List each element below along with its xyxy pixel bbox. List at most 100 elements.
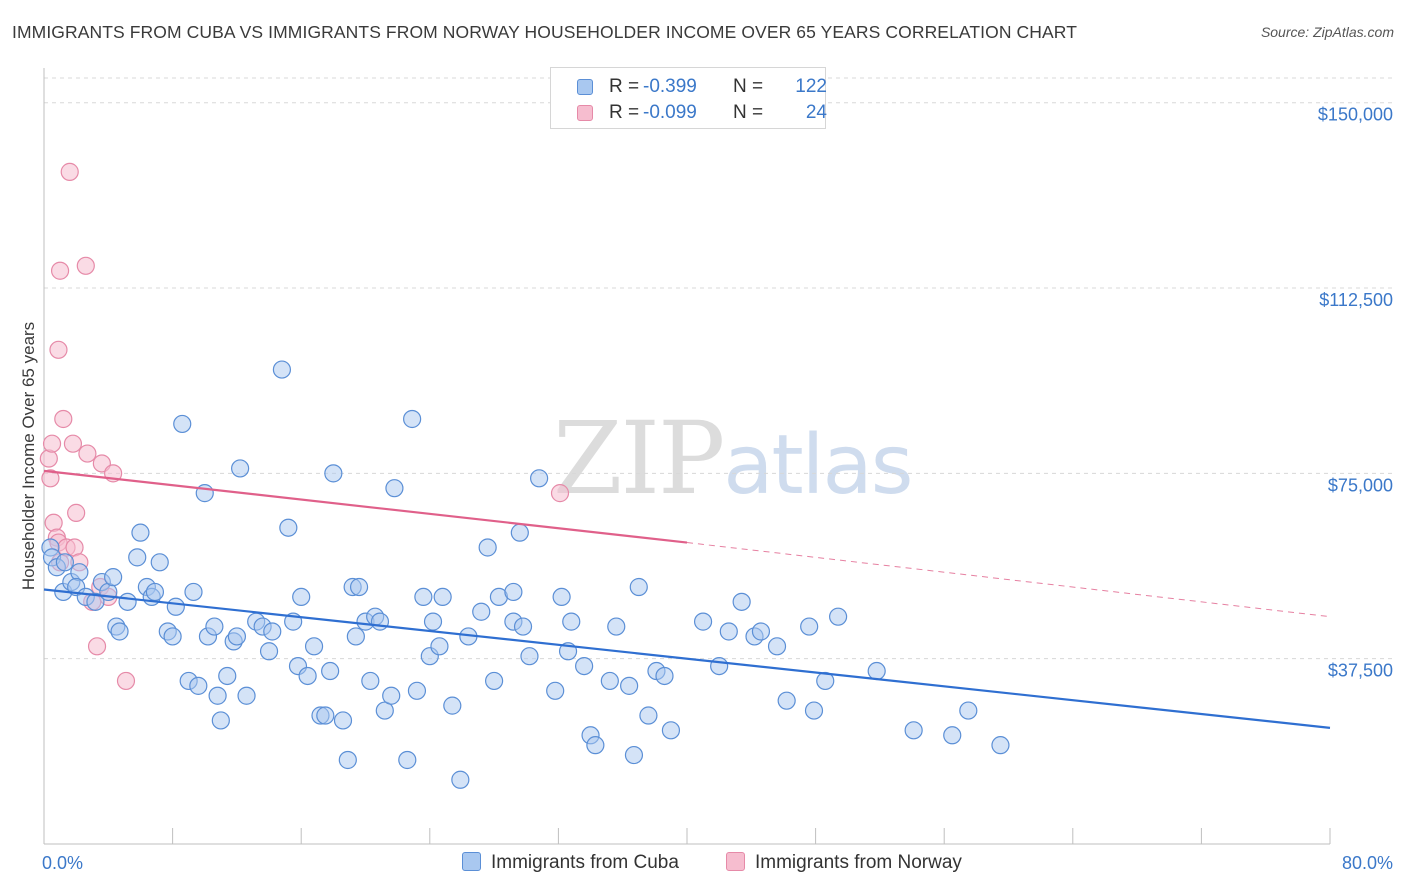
cuba-point — [804, 701, 824, 720]
source-credit: Source: ZipAtlas.com — [1260, 24, 1394, 40]
norway-point — [44, 513, 63, 532]
cuba-point — [485, 671, 504, 691]
trend-lines — [43, 469, 1331, 729]
cuba-point — [211, 711, 230, 730]
cuba-point — [767, 637, 787, 656]
cuba-point — [118, 592, 137, 611]
cuba-point — [800, 617, 819, 636]
cuba-point — [433, 587, 452, 607]
gridlines — [44, 77, 1394, 660]
cuba-point — [407, 681, 427, 700]
r-label: R = — [609, 76, 640, 97]
cuba-point — [272, 360, 292, 379]
cuba-point — [163, 627, 182, 646]
norway-point — [116, 671, 136, 691]
cuba-point — [904, 721, 923, 740]
norway-point — [60, 162, 79, 181]
legend-label-norway: Immigrants from Norway — [755, 852, 962, 873]
norway-point — [49, 340, 68, 359]
y-axis-label: Householder Income Over 65 years — [19, 322, 38, 590]
n-value: 24 — [805, 102, 827, 123]
cuba-point — [575, 656, 594, 676]
cuba-point — [867, 661, 886, 681]
norway-point — [54, 409, 73, 429]
cuba-point — [403, 409, 422, 429]
cuba-point — [205, 617, 224, 636]
norway-point — [87, 637, 107, 656]
norway-point — [42, 434, 62, 453]
cuba-point — [298, 666, 317, 686]
cuba-point — [166, 597, 185, 616]
cuba-point — [208, 686, 227, 705]
cuba-point — [504, 582, 523, 602]
norway-point — [67, 503, 86, 522]
cuba-point — [991, 736, 1010, 755]
norway-trend-line — [43, 469, 688, 544]
cuba-point — [423, 612, 443, 631]
n-label: N = — [733, 76, 764, 97]
legend-label-cuba: Immigrants from Cuba — [491, 852, 679, 873]
cuba-point — [304, 637, 324, 656]
cuba-point — [943, 726, 962, 745]
cuba-point — [472, 602, 491, 621]
cuba-point — [414, 587, 433, 607]
y-tick-label: $75,000 — [1328, 475, 1393, 495]
n-value: 122 — [795, 76, 827, 97]
cuba-point — [620, 676, 639, 695]
cuba-point — [661, 721, 681, 740]
cuba-point — [349, 577, 369, 597]
cuba-point — [145, 582, 165, 602]
norway-point — [50, 261, 70, 280]
cuba-point — [70, 563, 89, 582]
y-tick-label: $37,500 — [1328, 661, 1393, 681]
cuba-point — [333, 711, 353, 730]
cuba-point — [128, 548, 147, 567]
n-label: N = — [733, 102, 764, 123]
cuba-point — [110, 622, 129, 641]
cuba-point — [279, 518, 298, 537]
cuba-point — [338, 750, 357, 770]
cuba-swatch-icon — [577, 79, 593, 95]
r-label: R = — [609, 102, 640, 123]
cuba-point — [382, 686, 401, 705]
cuba-point — [959, 701, 978, 720]
cuba-point — [361, 671, 380, 691]
cuba-legend-icon — [462, 852, 481, 871]
cuba-point — [443, 696, 462, 715]
cuba-point — [263, 622, 282, 641]
cuba-point — [586, 736, 605, 755]
cuba-point — [237, 686, 256, 705]
cuba-point — [710, 656, 729, 676]
cuba-point — [150, 553, 169, 572]
y-tick-label: $150,000 — [1318, 105, 1393, 125]
y-tick-label: $112,500 — [1319, 290, 1393, 310]
cuba-point — [639, 706, 658, 725]
cuba-point — [478, 538, 497, 557]
cuba-point — [184, 582, 203, 602]
cuba-point — [530, 469, 549, 488]
cuba-point — [829, 607, 848, 626]
legend-item-norway[interactable]: Immigrants from Norway — [726, 852, 962, 874]
cuba-point — [693, 612, 713, 631]
x-tick-label-max: 80.0% — [1342, 853, 1393, 873]
cuba-point — [173, 414, 192, 434]
cuba-point — [510, 523, 529, 542]
cuba-point — [552, 587, 571, 607]
cuba-point — [520, 647, 539, 666]
cuba-point — [346, 627, 365, 646]
cuba-points — [41, 360, 1010, 789]
norway-point — [41, 469, 60, 488]
cuba-point — [385, 479, 404, 498]
cuba-point — [231, 459, 250, 478]
cuba-point — [259, 642, 279, 661]
cuba-point — [546, 681, 565, 700]
cuba-point — [218, 666, 237, 686]
cuba-point — [292, 587, 311, 607]
r-value: -0.099 — [643, 102, 697, 123]
legend-item-cuba[interactable]: Immigrants from Cuba — [462, 852, 679, 874]
cuba-point — [131, 523, 150, 542]
cuba-point — [719, 622, 738, 641]
cuba-point — [316, 706, 335, 725]
cuba-point — [104, 568, 123, 587]
